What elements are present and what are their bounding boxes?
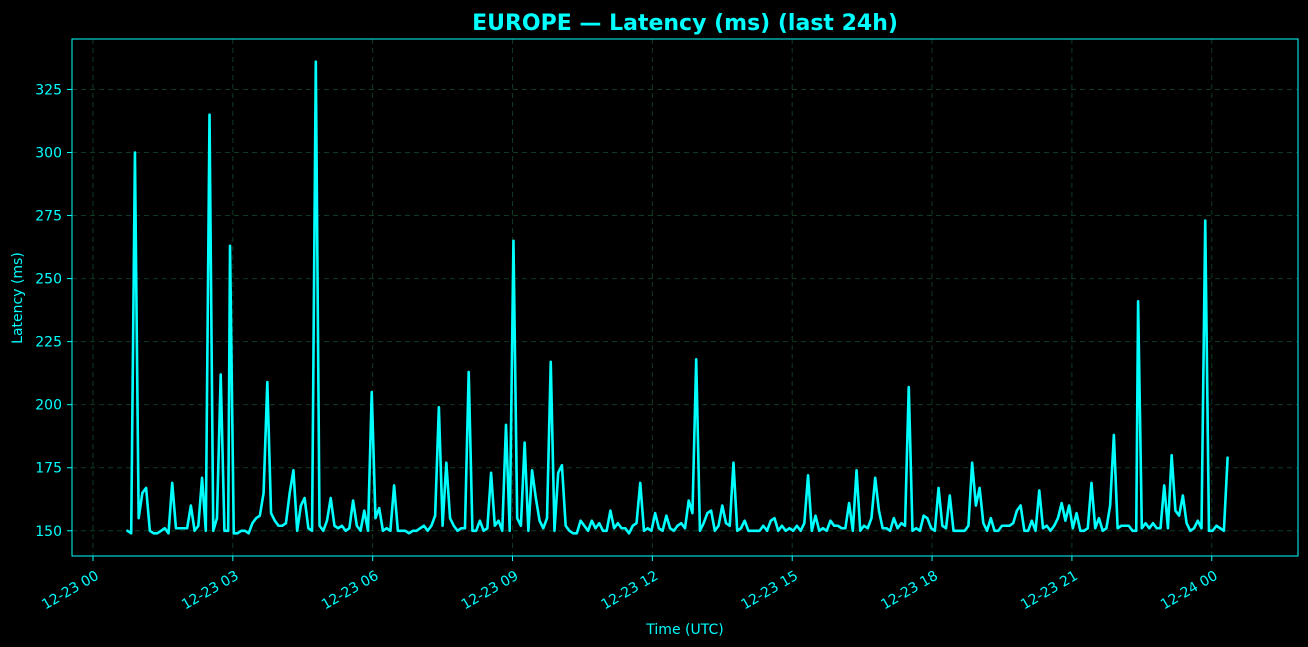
y-tick-label: 175 xyxy=(35,461,62,477)
chart-title: EUROPE — Latency (ms) (last 24h) xyxy=(472,11,898,36)
series-layer xyxy=(126,60,1229,535)
y-tick-label: 150 xyxy=(35,524,62,540)
y-axis-ticks: 150 175 200 225 250 275 300 325 xyxy=(35,82,72,540)
y-tick-label: 200 xyxy=(35,398,62,414)
plot-frame xyxy=(71,38,1299,557)
y-tick-label: 275 xyxy=(35,209,62,225)
x-axis-label: Time (UTC) xyxy=(645,622,723,638)
y-tick-label: 250 xyxy=(35,272,62,288)
y-tick-label: 300 xyxy=(35,145,62,161)
y-tick-label: 225 xyxy=(35,335,62,351)
series-line-0 xyxy=(126,60,1229,535)
grid xyxy=(72,39,1298,556)
y-tick-label: 325 xyxy=(35,82,62,98)
y-axis-label: Latency (ms) xyxy=(10,252,26,344)
